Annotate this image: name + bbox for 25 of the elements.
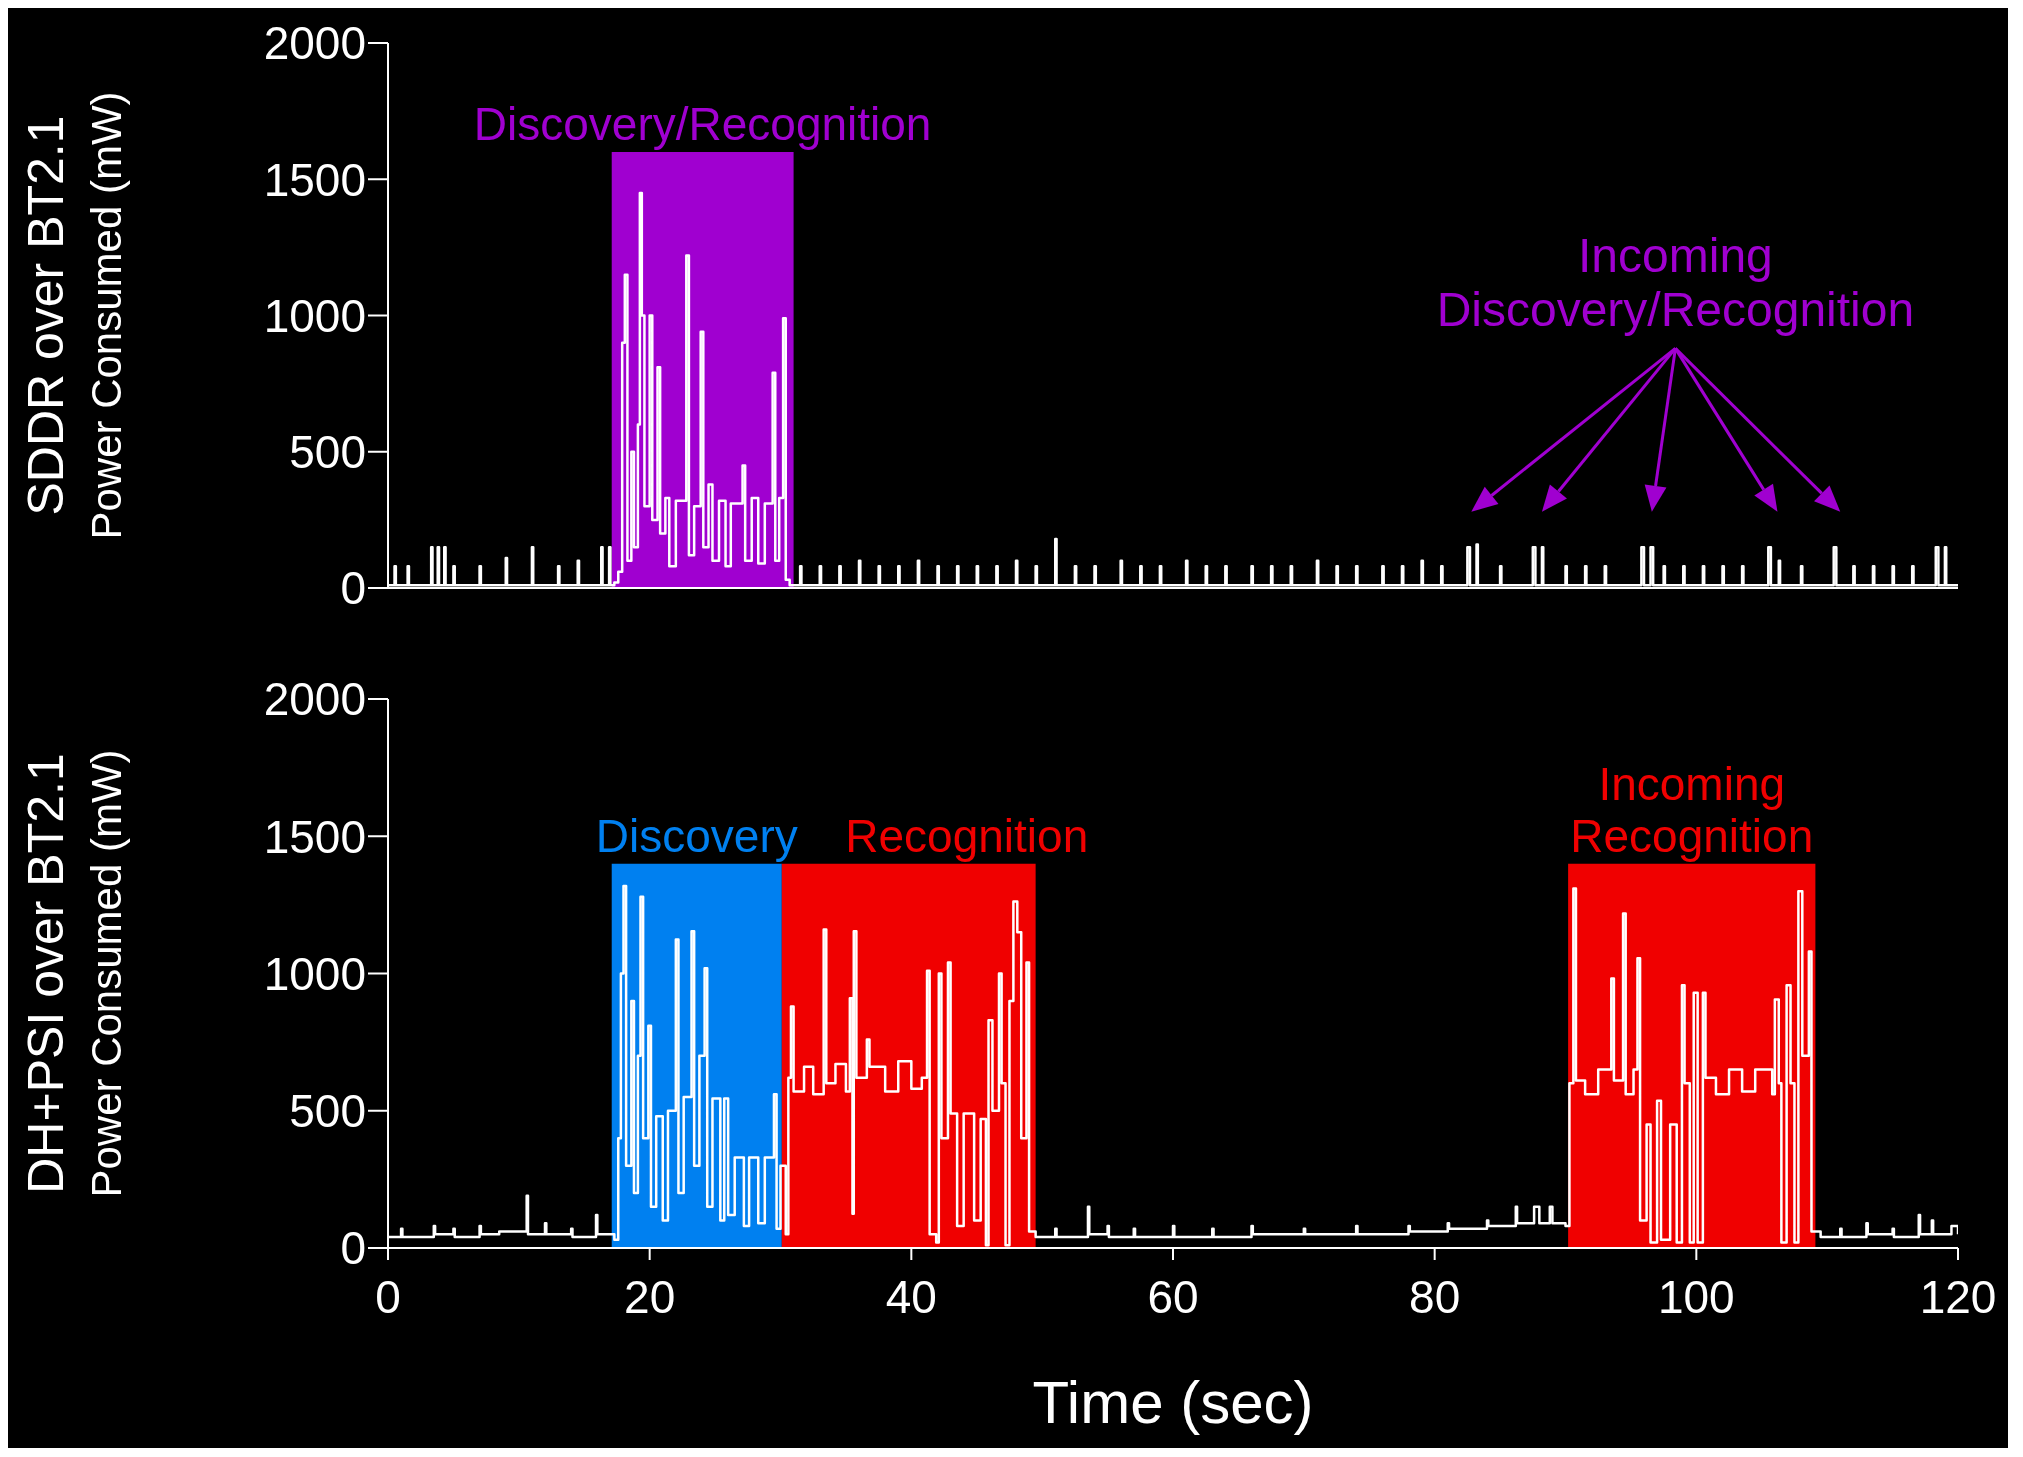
y-tick-label: 1000 xyxy=(263,947,366,1000)
y-tick-label: 500 xyxy=(289,1085,366,1138)
x-tick-label: 100 xyxy=(1657,1270,1735,1323)
annotation: Incoming Discovery/Recognition xyxy=(1436,229,1915,337)
band-label: Incoming Recognition xyxy=(1570,757,1814,862)
x-tick-label: 0 xyxy=(375,1270,401,1323)
band-label: Discovery xyxy=(595,809,798,862)
y-tick-label: 500 xyxy=(289,426,366,479)
y-tick-label: 0 xyxy=(340,1222,366,1275)
x-tick-label: 120 xyxy=(1919,1270,1997,1323)
y-tick-label: 2000 xyxy=(263,673,366,726)
x-tick-label: 60 xyxy=(1147,1270,1199,1323)
y-tick-label: 2000 xyxy=(263,17,366,70)
y-axis-title: SDDR over BT2.1 Power Consumed (mW) xyxy=(18,91,130,540)
x-axis-title: Time (sec) xyxy=(1032,1369,1314,1436)
x-tick-label: 80 xyxy=(1409,1270,1461,1323)
y-tick-label: 1500 xyxy=(263,153,366,206)
x-tick-label: 20 xyxy=(624,1270,676,1323)
y-tick-label: 1500 xyxy=(263,810,366,863)
y-tick-label: 1000 xyxy=(263,289,366,342)
band-label: Recognition xyxy=(845,809,1089,862)
band-label: Discovery/Recognition xyxy=(473,98,932,150)
x-tick-label: 40 xyxy=(885,1270,937,1323)
y-tick-label: 0 xyxy=(340,562,366,615)
y-axis-title: DH+PSI over BT2.1 Power Consumed (mW) xyxy=(18,749,130,1198)
